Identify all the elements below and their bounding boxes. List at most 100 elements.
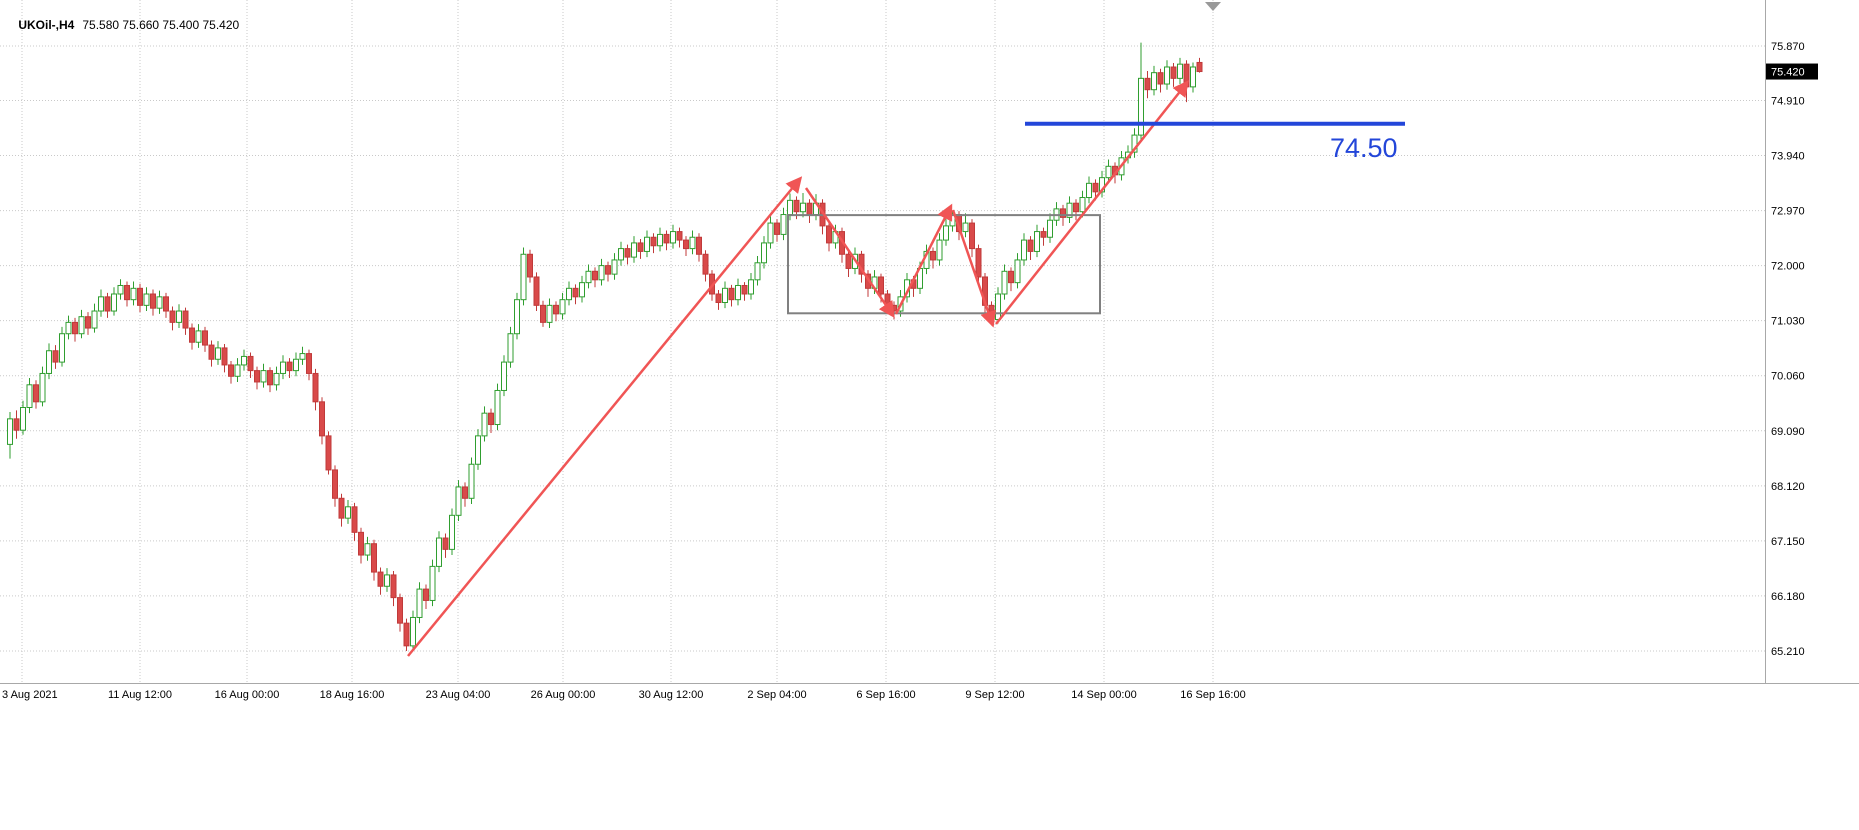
candle-body <box>299 353 306 360</box>
candle <box>696 233 702 262</box>
candle <box>1034 224 1040 258</box>
candle-body <box>371 543 377 573</box>
price-tick-label: 66.180 <box>1771 591 1805 603</box>
candle <box>455 480 462 521</box>
candle-body <box>1196 61 1203 73</box>
candle-body <box>514 299 520 335</box>
candle <box>46 343 52 380</box>
candle-body <box>592 270 598 281</box>
candle <box>137 283 143 313</box>
candle <box>494 383 501 431</box>
price-tick-label: 73.940 <box>1771 151 1805 163</box>
candle-body <box>117 284 124 295</box>
candle-body <box>358 531 364 556</box>
candle-body <box>20 406 26 431</box>
candle-body <box>442 537 449 550</box>
trend-arrow[interactable] <box>995 80 1190 325</box>
candle-body <box>351 506 358 533</box>
trend-arrow[interactable] <box>951 209 996 328</box>
candle <box>371 539 377 581</box>
candle <box>611 253 618 280</box>
price-tick-label: 72.000 <box>1771 261 1805 273</box>
candle <box>442 533 449 558</box>
candle <box>969 219 975 258</box>
candle-body <box>1073 202 1079 213</box>
ohlc-quote-label: 75.580 75.660 75.400 75.420 <box>82 18 240 32</box>
candle <box>423 584 429 609</box>
candle-body <box>65 321 72 335</box>
trend-arrows[interactable] <box>407 80 1190 657</box>
candle <box>540 300 546 327</box>
candle-body <box>598 265 605 281</box>
candle-body <box>1105 165 1112 179</box>
price-tick-label: 70.060 <box>1771 371 1805 383</box>
candle <box>397 593 403 632</box>
candle <box>325 431 332 475</box>
candle <box>507 326 514 368</box>
candle <box>254 366 260 390</box>
candle <box>826 221 832 252</box>
candle <box>338 493 345 527</box>
candle-body <box>202 330 208 346</box>
trend-arrow[interactable] <box>894 203 953 315</box>
time-axis[interactable]: 3 Aug 2021 11 Aug 12:00 16 Aug 00:00 18 Aug… <box>2 689 1246 701</box>
candle-body <box>1040 231 1047 238</box>
price-tick-label: 71.030 <box>1771 316 1805 328</box>
candle <box>663 230 670 251</box>
candle-body <box>286 361 293 372</box>
candle-body <box>488 412 494 426</box>
candle-body <box>930 250 936 261</box>
price-axis[interactable]: 75.870 74.910 73.940 72.970 72.000 71.030 70.0… <box>1771 41 1805 658</box>
candle-body <box>475 435 481 465</box>
candle <box>436 531 442 573</box>
candle-body <box>195 330 202 343</box>
candle-body <box>143 293 150 306</box>
candle <box>26 377 33 414</box>
candle <box>156 290 163 314</box>
candle <box>566 281 572 306</box>
trend-arrow[interactable] <box>407 176 803 657</box>
candle <box>1073 199 1079 221</box>
candle <box>1001 264 1008 300</box>
candle <box>631 236 637 263</box>
candle-body <box>1027 239 1034 252</box>
trend-arrow[interactable] <box>804 187 895 319</box>
candle <box>657 227 663 252</box>
candle-body <box>293 358 299 372</box>
candle <box>215 341 221 365</box>
candle <box>1151 65 1157 96</box>
candle-body <box>260 370 267 383</box>
candle <box>1040 227 1047 246</box>
candle <box>475 429 481 470</box>
candle <box>111 287 117 316</box>
candle <box>748 273 754 300</box>
candle-body <box>384 574 390 587</box>
grid <box>0 0 1765 683</box>
candle-body <box>1151 72 1157 91</box>
candle <box>650 233 657 254</box>
candle-body <box>585 270 592 284</box>
candle-body <box>1060 208 1066 218</box>
candle-body <box>1086 182 1092 199</box>
candle-body <box>741 284 748 295</box>
candle <box>1027 236 1034 260</box>
candle-body <box>572 287 579 298</box>
candle-body <box>618 248 624 261</box>
candle-body <box>962 222 969 233</box>
candle-body <box>455 486 462 516</box>
chart-shift-marker-icon[interactable] <box>1205 2 1221 11</box>
candle-body <box>793 199 800 213</box>
candle-body <box>501 361 507 391</box>
candle-body <box>943 225 949 241</box>
time-tick-label: 11 Aug 12:00 <box>108 689 172 701</box>
candle-body <box>234 364 241 377</box>
candle-body <box>754 262 761 281</box>
time-tick-label: 26 Aug 00:00 <box>531 689 596 701</box>
candle <box>130 281 137 306</box>
candle-body <box>936 239 943 261</box>
candle <box>592 267 598 288</box>
candle-body <box>390 574 397 599</box>
candle-body <box>1138 77 1144 136</box>
candle <box>936 233 943 266</box>
